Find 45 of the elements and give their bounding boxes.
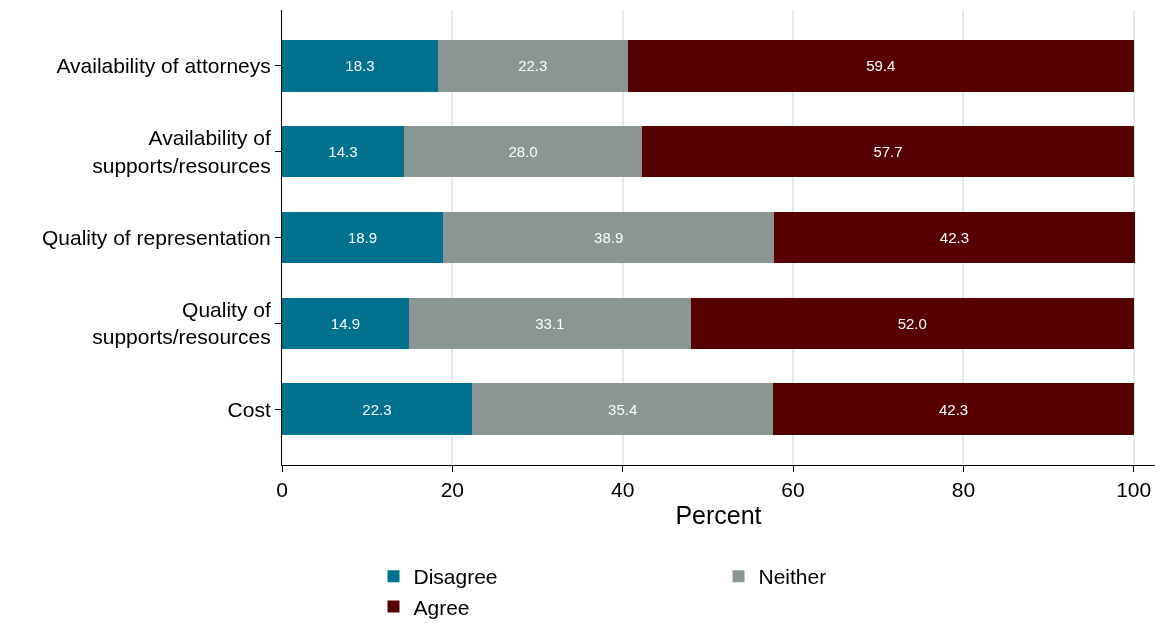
bar <box>442 211 775 264</box>
bar <box>690 297 1134 350</box>
bar <box>773 383 1134 435</box>
y-tick-label: Availability of supports/resources <box>92 126 271 177</box>
data-label: 18.9 <box>347 229 378 246</box>
bar <box>403 125 643 178</box>
x-tick-label: 0 <box>276 478 288 502</box>
bar <box>282 383 472 435</box>
y-tick-label: Quality of supports/resources <box>92 298 271 349</box>
legend-label: Disagree <box>413 565 498 589</box>
bar <box>282 40 438 92</box>
data-label: 33.1 <box>535 314 565 332</box>
legend-label: Agree <box>413 595 470 619</box>
data-label: 22.3 <box>362 400 392 418</box>
data-label: 52.0 <box>897 314 927 332</box>
x-tick-label: 100 <box>1116 478 1152 502</box>
data-label: 14.9 <box>330 314 361 332</box>
x-tick-label: 20 <box>440 478 465 502</box>
bar <box>282 297 409 350</box>
data-label: 57.7 <box>873 143 903 161</box>
data-label: 14.3 <box>328 143 358 161</box>
legend-label: Neither <box>758 565 827 589</box>
bar <box>627 40 1134 92</box>
x-tick-label: 60 <box>781 478 805 502</box>
data-label: 42.3 <box>939 229 970 246</box>
x-axis-title: Percent <box>675 501 762 530</box>
y-tick-label: Quality of representation <box>42 225 271 249</box>
y-tick-label: Availability of attorneys <box>56 54 271 78</box>
bar <box>408 297 691 350</box>
data-label: 59.4 <box>866 57 896 75</box>
x-tick-label: 80 <box>951 478 976 502</box>
data-label: 28.0 <box>508 143 538 161</box>
data-label: 42.3 <box>938 400 969 418</box>
data-label: 38.9 <box>594 229 624 246</box>
y-tick-label: Cost <box>227 397 271 421</box>
bar <box>282 125 404 178</box>
x-tick-label: 40 <box>611 478 635 502</box>
data-label: 35.4 <box>608 400 638 418</box>
bar <box>437 40 628 92</box>
bar <box>471 383 774 435</box>
bar <box>774 211 1135 264</box>
data-label: 22.3 <box>518 57 548 75</box>
bar <box>642 125 1134 178</box>
bar <box>282 211 443 264</box>
data-label: 18.3 <box>345 57 375 75</box>
